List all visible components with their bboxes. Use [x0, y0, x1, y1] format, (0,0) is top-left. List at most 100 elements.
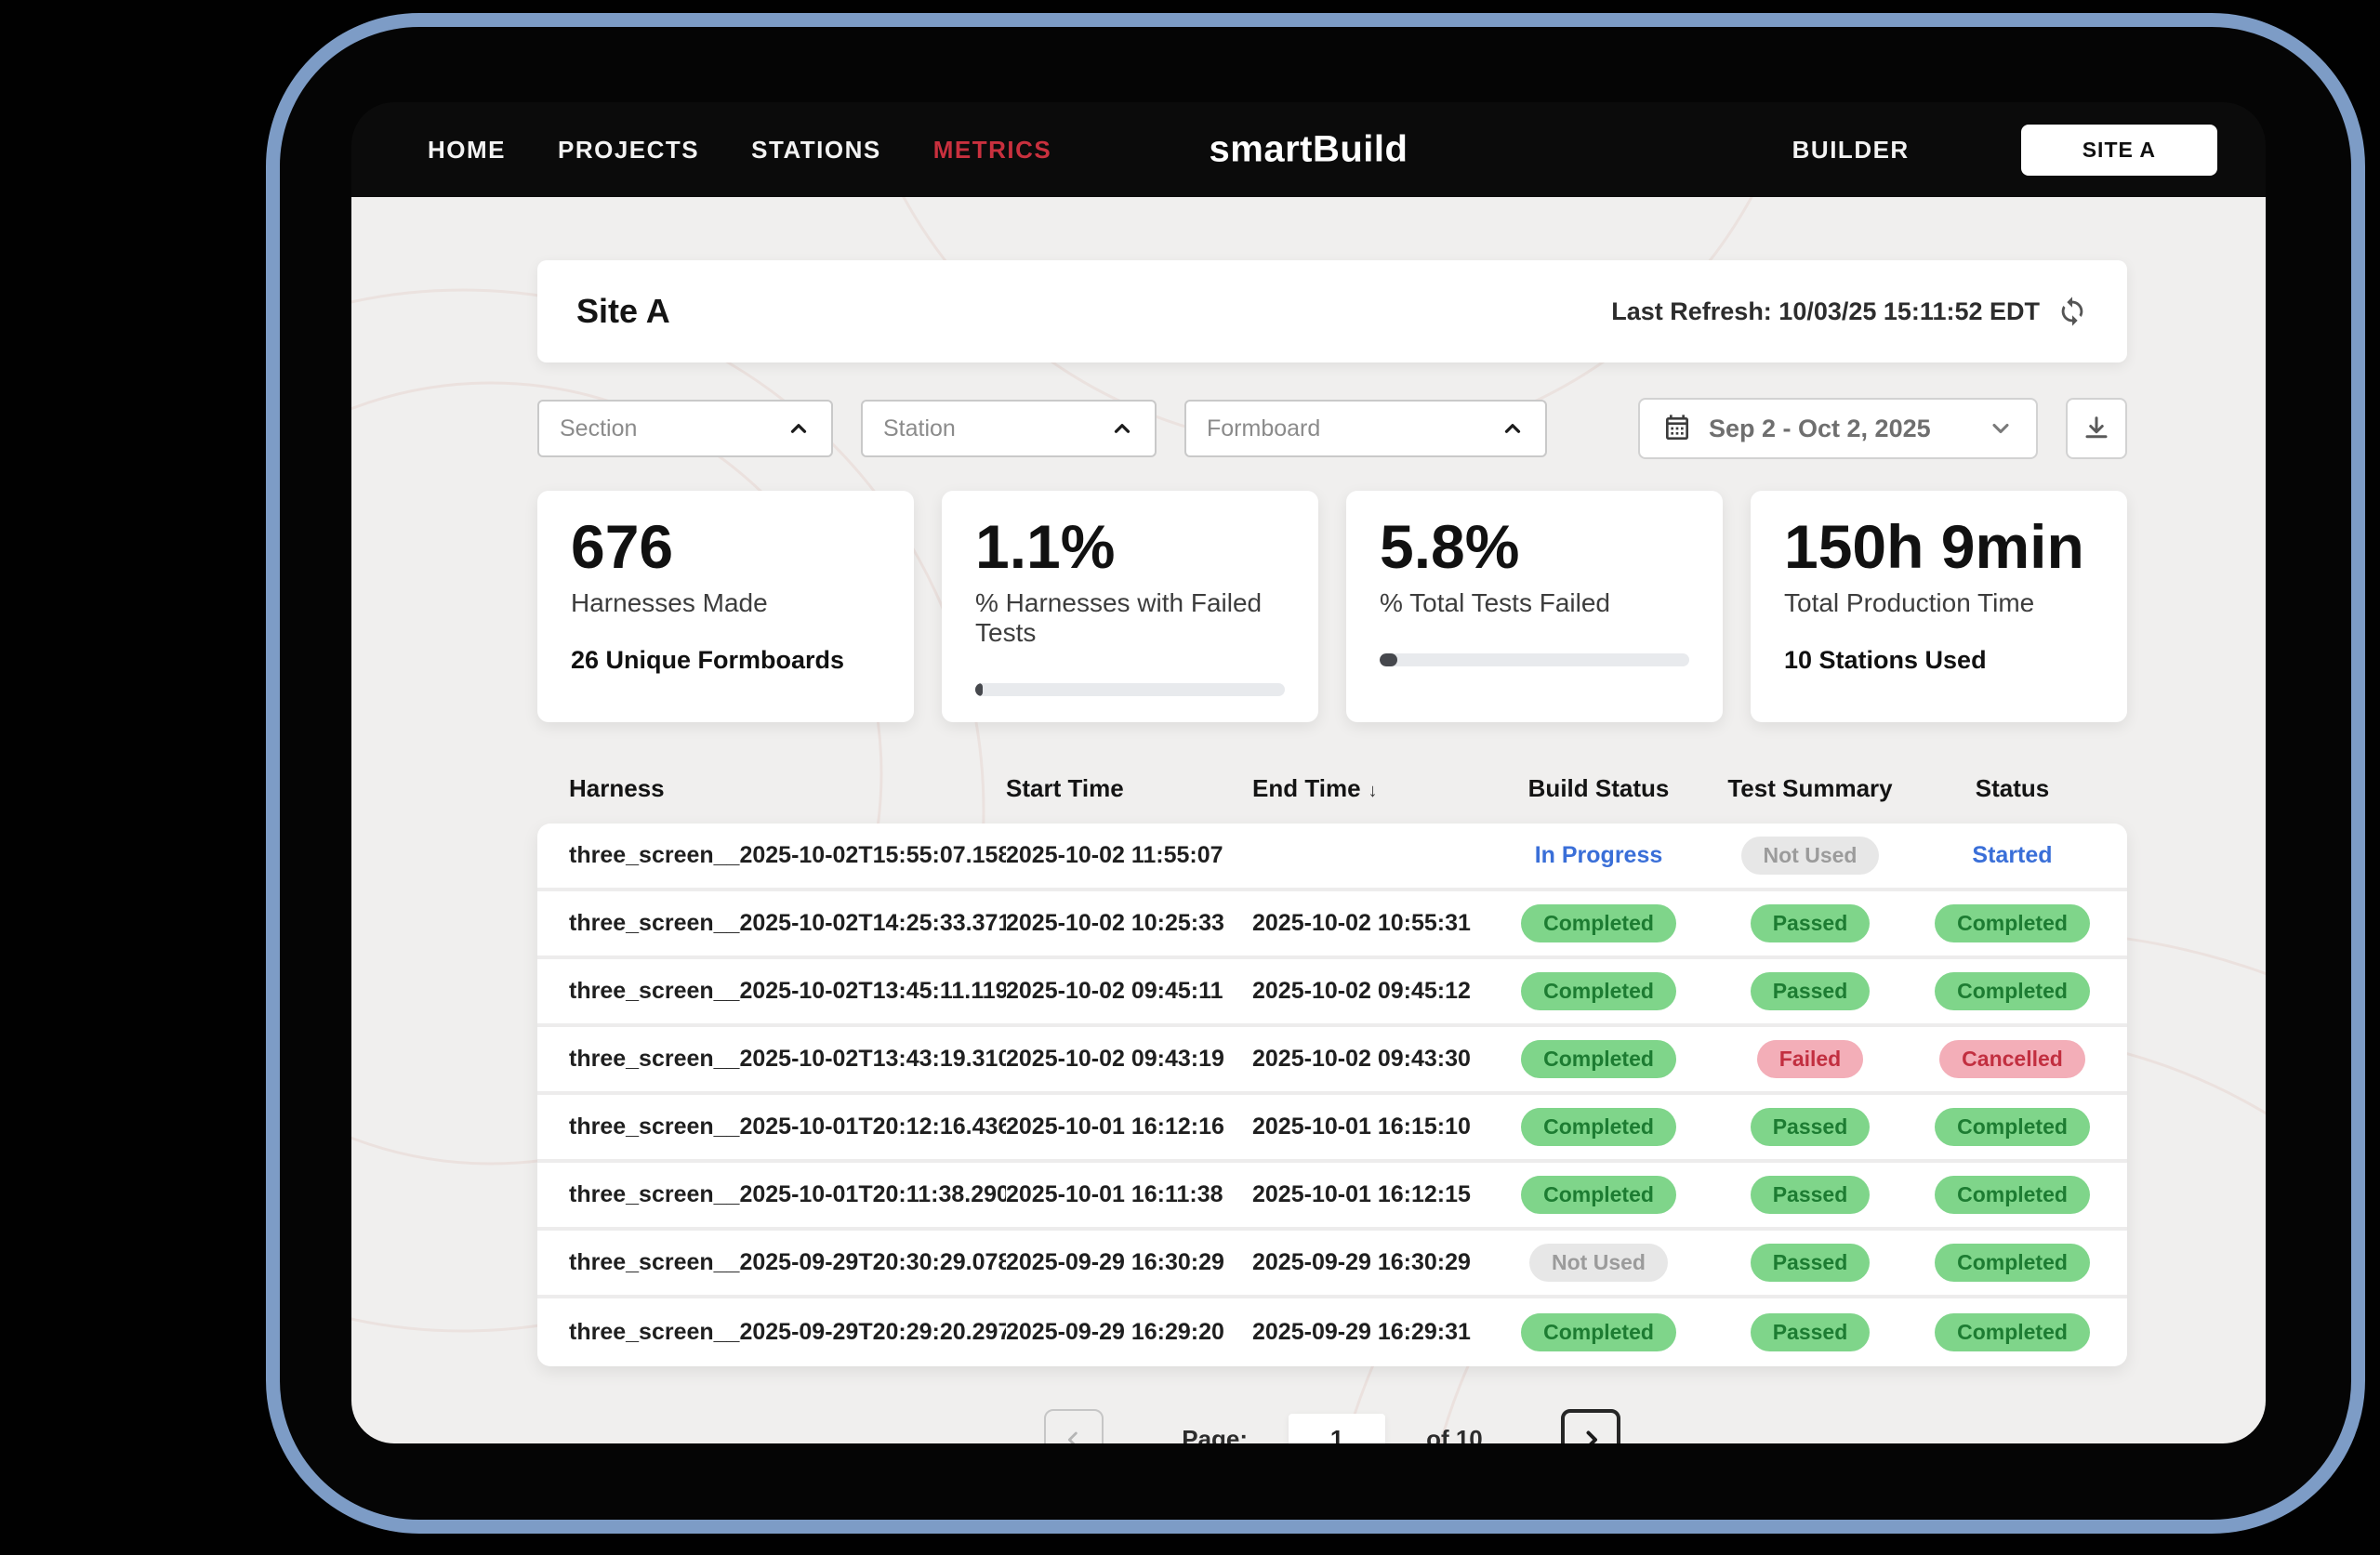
start-time-cell: 2025-09-29 16:30:29 [1006, 1248, 1224, 1275]
row-menu-button[interactable]: ⋮ [2103, 839, 2107, 871]
table-row: three_screen__2025-10-02T14:25:33.371...… [537, 891, 2127, 959]
formboard-filter-label: Formboard [1207, 415, 1321, 441]
chevron-down-icon [1988, 415, 2014, 441]
refresh-button[interactable] [2056, 296, 2088, 327]
site-selector-button[interactable]: SITE A [2020, 124, 2217, 176]
column-header-status[interactable]: Status [1975, 773, 2050, 802]
metric-label: % Total Tests Failed [1380, 587, 1610, 617]
end-time-cell: 2025-09-29 16:29:31 [1252, 1318, 1471, 1345]
end-time-cell: 2025-10-01 16:15:10 [1252, 1113, 1471, 1140]
date-range-text: Sep 2 - Oct 2, 2025 [1709, 414, 1931, 442]
metric-card-harnesses-made: 676 Harnesses Made 26 Unique Formboards [537, 491, 914, 722]
metric-label: % Harnesses with Failed Tests [975, 587, 1263, 647]
column-header-build-status[interactable]: Build Status [1527, 773, 1670, 802]
progress-bar-track [1380, 652, 1689, 666]
test-summary-cell: Passed [1699, 1243, 1922, 1282]
date-range-picker[interactable]: Sep 2 - Oct 2, 2025 [1638, 398, 2038, 459]
table-header-row: Harness Start Time End Time ↓ Build Statu… [537, 774, 2127, 803]
row-menu-button[interactable]: ⋮ [2103, 1111, 2107, 1142]
start-time-cell: 2025-10-01 16:11:38 [1006, 1180, 1223, 1207]
status-badge: Completed [1521, 1312, 1676, 1351]
nav-item-home[interactable]: HOME [428, 135, 506, 164]
chevron-right-icon [1577, 1426, 1605, 1443]
column-header-start-time[interactable]: Start Time [1006, 773, 1124, 802]
status-cell: Completed [1922, 971, 2103, 1010]
metric-card-production-time: 150h 9min Total Production Time 10 Stati… [1751, 491, 2127, 722]
row-menu-button[interactable]: ⋮ [2103, 1179, 2107, 1210]
pagination: Page: of 10 [537, 1408, 2127, 1443]
metric-value: 150h 9min [1784, 512, 2084, 581]
harness-name-cell: three_screen__2025-10-01T20:11:38.290... [569, 1180, 1006, 1207]
row-menu-button[interactable]: ⋮ [2103, 1043, 2107, 1074]
status-badge: Passed [1750, 971, 1871, 1010]
row-menu-button[interactable]: ⋮ [2103, 1316, 2107, 1348]
page-label: Page: [1182, 1425, 1249, 1443]
content-inner: Site A Last Refresh: 10/03/25 15:11:52 E… [537, 260, 2127, 1443]
harness-name-cell: three_screen__2025-10-02T13:43:19.310... [569, 1045, 1006, 1072]
page-total-label: of 10 [1426, 1425, 1483, 1443]
nav-item-builder[interactable]: BUILDER [1792, 135, 1910, 164]
status-cell: Completed [1922, 1243, 2103, 1282]
harness-name-cell: three_screen__2025-10-02T13:45:11.119... [569, 977, 1006, 1004]
nav-item-projects[interactable]: PROJECTS [558, 135, 700, 164]
column-header-harness[interactable]: Harness [569, 773, 665, 802]
station-filter-dropdown[interactable]: Station [861, 400, 1157, 457]
status-cell: Completed [1922, 903, 2103, 942]
build-status-cell: Completed [1499, 903, 1699, 942]
last-refresh-text: Last Refresh: 10/03/25 15:11:52 EDT [1611, 297, 2040, 325]
test-summary-cell: Failed [1699, 1039, 1922, 1078]
status-badge: Started [1972, 841, 2053, 868]
harness-name-cell: three_screen__2025-10-02T14:25:33.371... [569, 909, 1006, 936]
test-summary-cell: Passed [1699, 971, 1922, 1010]
end-time-cell: 2025-09-29 16:30:29 [1252, 1248, 1471, 1275]
start-time-cell: 2025-09-29 16:29:20 [1006, 1318, 1224, 1345]
status-badge: Passed [1750, 1107, 1871, 1146]
build-status-cell: Completed [1499, 1312, 1699, 1351]
metric-subtext: 26 Unique Formboards [571, 645, 845, 674]
previous-page-button[interactable] [1044, 1408, 1104, 1443]
status-badge: Completed [1935, 1107, 2090, 1146]
chevron-up-icon [787, 416, 811, 441]
chevron-left-icon [1061, 1427, 1087, 1443]
start-time-cell: 2025-10-02 10:25:33 [1006, 909, 1224, 936]
row-menu-button[interactable]: ⋮ [2103, 1246, 2107, 1278]
column-header-test-summary[interactable]: Test Summary [1727, 773, 1893, 802]
metric-label: Total Production Time [1784, 587, 2035, 617]
site-header-card: Site A Last Refresh: 10/03/25 15:11:52 E… [537, 260, 2127, 362]
metric-label: Harnesses Made [571, 587, 768, 617]
build-status-cell: Completed [1499, 1107, 1699, 1146]
nav-right: BUILDER SITE A [1792, 124, 2217, 176]
harness-name-cell: three_screen__2025-09-29T20:30:29.078... [569, 1248, 1006, 1275]
build-status-cell: Not Used [1499, 1243, 1699, 1282]
status-badge: Passed [1750, 1175, 1871, 1214]
status-badge: Completed [1935, 1175, 2090, 1214]
formboard-filter-dropdown[interactable]: Formboard [1184, 400, 1547, 457]
station-filter-label: Station [883, 415, 956, 441]
status-cell: Started [1922, 842, 2103, 869]
metric-cards-row: 676 Harnesses Made 26 Unique Formboards … [537, 491, 2127, 722]
metric-subtext: 10 Stations Used [1784, 645, 1987, 674]
next-page-button[interactable] [1560, 1408, 1620, 1443]
start-time-cell: 2025-10-02 09:43:19 [1006, 1045, 1224, 1072]
section-filter-label: Section [560, 415, 638, 441]
build-status-cell: Completed [1499, 971, 1699, 1010]
row-menu-button[interactable]: ⋮ [2103, 907, 2107, 939]
section-filter-dropdown[interactable]: Section [537, 400, 833, 457]
test-summary-cell: Passed [1699, 1107, 1922, 1146]
metric-value: 1.1% [975, 512, 1116, 581]
nav-item-metrics[interactable]: METRICS [932, 135, 1052, 164]
page-number-input[interactable] [1289, 1413, 1386, 1443]
table-row: three_screen__2025-10-01T20:11:38.290...… [537, 1163, 2127, 1231]
build-status-cell: In Progress [1499, 842, 1699, 869]
status-badge: Failed [1756, 1039, 1864, 1078]
progress-bar-fill [975, 682, 983, 696]
column-header-end-time[interactable]: End Time ↓ [1252, 774, 1499, 803]
status-badge: Completed [1521, 971, 1676, 1010]
harness-name-cell: three_screen__2025-10-02T15:55:07.158... [569, 841, 1006, 868]
nav-item-stations[interactable]: STATIONS [751, 135, 881, 164]
table-row: three_screen__2025-10-02T13:43:19.310...… [537, 1027, 2127, 1095]
calendar-icon [1662, 414, 1692, 443]
download-button[interactable] [2066, 398, 2127, 459]
metric-card-harnesses-failed-tests: 1.1% % Harnesses with Failed Tests [942, 491, 1318, 722]
row-menu-button[interactable]: ⋮ [2103, 975, 2107, 1007]
